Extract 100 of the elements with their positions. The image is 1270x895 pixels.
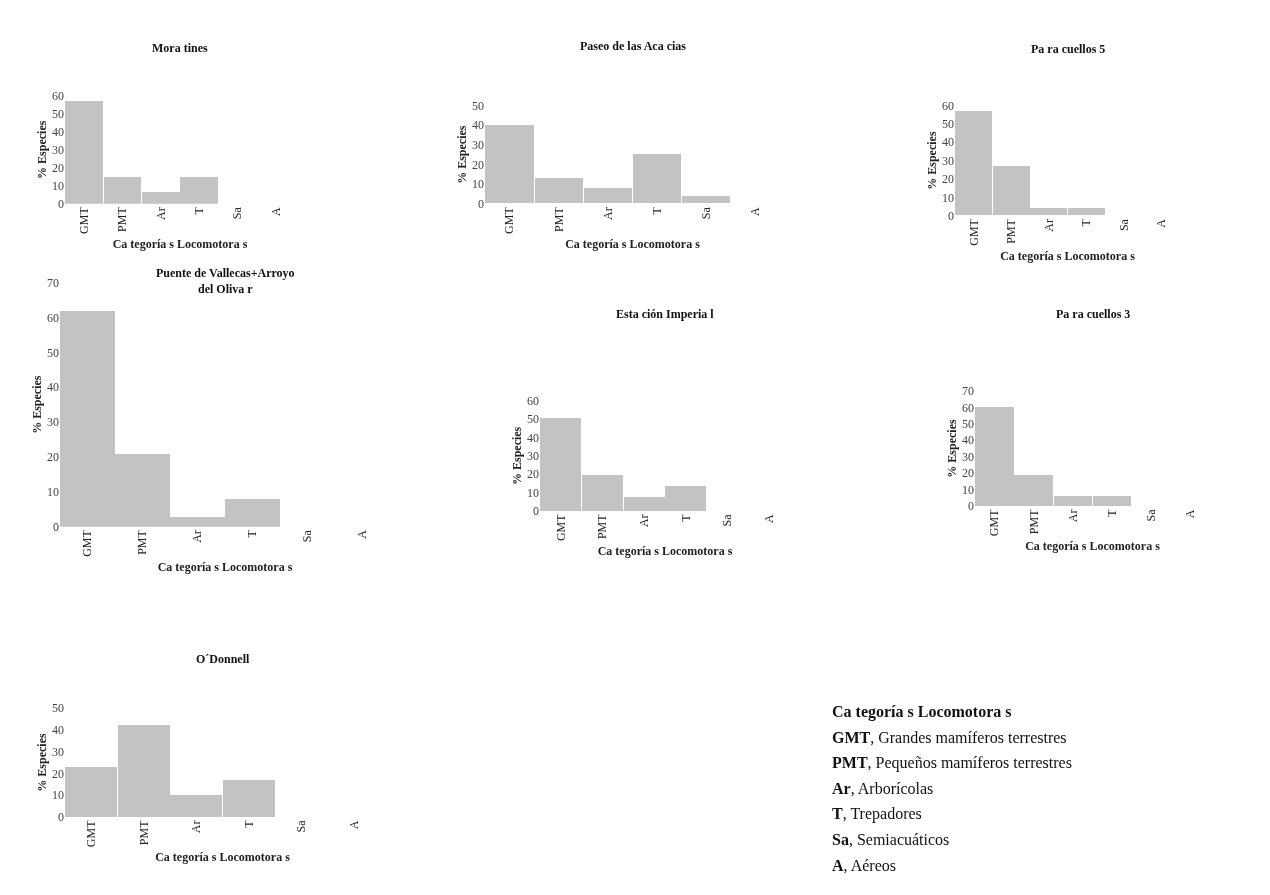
chart-title: Esta ción Imperia l	[616, 307, 715, 321]
y-tick-label: 20	[52, 766, 64, 781]
y-tick-label: 0	[53, 519, 59, 534]
x-tick-label: PMT	[136, 819, 151, 846]
x-tick-label: A	[748, 206, 763, 216]
x-tick-label: GMT	[84, 819, 99, 848]
x-axis-title: Ca tegoría s Locomotora s	[597, 543, 733, 558]
x-tick-label: Sa	[1144, 508, 1159, 522]
y-tick-label: 50	[527, 412, 539, 427]
text: T, Trepadores	[832, 805, 922, 823]
x-tick-label: GMT	[80, 529, 95, 557]
x-tick-label: A	[268, 206, 283, 216]
y-tick-label: 40	[47, 380, 59, 395]
y-tick-label: 70	[47, 275, 59, 290]
x-tick-label: GMT	[966, 218, 981, 246]
y-axis-title: % Especies	[925, 131, 940, 190]
x-tick-label: Sa	[230, 206, 245, 220]
x-tick-label: PMT	[1004, 218, 1019, 244]
y-tick-label: 40	[942, 135, 954, 150]
x-tick-label: Ar	[190, 530, 205, 543]
x-tick-label: Ar	[600, 207, 615, 220]
x-tick-label: Ar	[153, 207, 168, 220]
y-tick-label: 20	[962, 466, 974, 481]
x-tick-label: T	[1104, 508, 1119, 517]
x-tick-label: A	[1154, 218, 1169, 228]
x-tick-label: T	[649, 206, 664, 215]
x-tick-label: Sa	[699, 206, 714, 220]
y-tick-label: 0	[968, 499, 974, 514]
y-tick-label: 0	[533, 504, 539, 519]
x-axis-title: Ca tegoría s Locomotora s	[155, 850, 291, 865]
x-axis-title: Ca tegoría s Locomotora s	[1025, 539, 1161, 554]
y-axis-title: % Especies	[35, 733, 50, 792]
x-tick-label: GMT	[553, 513, 568, 542]
chart-title: Mora tines	[152, 41, 208, 55]
x-tick-label: GMT	[987, 508, 1002, 537]
x-tick-label: PMT	[135, 529, 150, 555]
y-tick-label: 0	[58, 197, 64, 212]
y-tick-label: 30	[527, 449, 539, 464]
y-tick-label: 70	[962, 384, 974, 399]
x-tick-label: GMT	[77, 206, 92, 234]
x-tick-label: Sa	[294, 819, 309, 833]
chart-title: O´Donnell	[196, 652, 250, 666]
y-tick-label: 10	[47, 485, 59, 500]
text: Ar, Arborícolas	[832, 780, 934, 797]
x-tick-label: T	[678, 513, 693, 522]
text: GMT, Grandes mamíferos terrestres	[832, 729, 1067, 746]
y-tick-label: 0	[948, 208, 954, 223]
text: PMT, Pequeños mamíferos terrestres	[832, 754, 1072, 772]
y-tick-label: 50	[942, 117, 954, 132]
x-tick-label: T	[192, 206, 207, 215]
chart-title: Puente de Vallecas+Arroyo del Oliva r	[156, 266, 295, 296]
x-tick-label: PMT	[115, 206, 130, 232]
y-axis-title: % Especies	[510, 426, 525, 486]
y-tick-label: 30	[52, 142, 64, 157]
y-tick-label: 50	[52, 106, 64, 121]
y-tick-label: 40	[962, 433, 974, 448]
y-tick-label: 10	[527, 485, 539, 500]
text: Ca tegoría s Locomotora s	[832, 703, 1012, 721]
y-tick-label: 0	[478, 197, 484, 212]
y-tick-label: 60	[942, 98, 954, 113]
y-axis-title: % Especies	[35, 120, 50, 179]
chart-title: Pa ra cuellos 5	[1031, 42, 1106, 56]
text: A, Aéreos	[832, 857, 896, 874]
x-tick-label: PMT	[1026, 508, 1041, 535]
y-tick-label: 30	[472, 138, 484, 153]
text: Sa, Semiacuáticos	[832, 831, 950, 848]
y-tick-label: 10	[472, 177, 484, 192]
y-tick-label: 30	[962, 449, 974, 464]
y-tick-label: 60	[47, 310, 59, 325]
y-axis-title: % Especies	[945, 419, 960, 478]
x-tick-label: Ar	[637, 514, 652, 528]
x-tick-label: Sa	[1116, 218, 1131, 232]
y-tick-label: 60	[52, 88, 64, 103]
y-tick-label: 50	[52, 701, 64, 716]
x-tick-label: Ar	[1041, 219, 1056, 232]
y-tick-label: 30	[52, 744, 64, 759]
y-axis-title: % Especies	[30, 375, 45, 434]
chart-title: Paseo de las Aca cias	[580, 39, 687, 53]
chart-title: Pa ra cuellos 3	[1056, 307, 1131, 321]
x-tick-label: A	[346, 820, 361, 830]
y-tick-label: 10	[962, 482, 974, 497]
x-tick-label: Sa	[720, 513, 735, 527]
x-tick-label: Ar	[1065, 509, 1080, 523]
x-tick-label: Ar	[189, 820, 204, 834]
x-axis-title: Ca tegoría s Locomotora s	[1000, 248, 1136, 263]
x-tick-label: T	[1079, 218, 1094, 227]
y-tick-label: 60	[527, 393, 539, 408]
x-tick-label: T	[245, 529, 260, 538]
x-tick-label: GMT	[502, 206, 517, 234]
y-tick-label: 20	[47, 450, 59, 465]
x-tick-label: A	[355, 529, 370, 539]
y-tick-label: 20	[527, 467, 539, 482]
y-tick-label: 30	[942, 153, 954, 168]
y-tick-label: 60	[962, 400, 974, 415]
x-tick-label: PMT	[595, 513, 610, 540]
y-axis-title: % Especies	[455, 125, 470, 184]
x-tick-label: T	[241, 819, 256, 828]
y-tick-label: 50	[962, 417, 974, 432]
y-tick-label: 30	[47, 415, 59, 430]
x-tick-label: Sa	[300, 529, 315, 543]
